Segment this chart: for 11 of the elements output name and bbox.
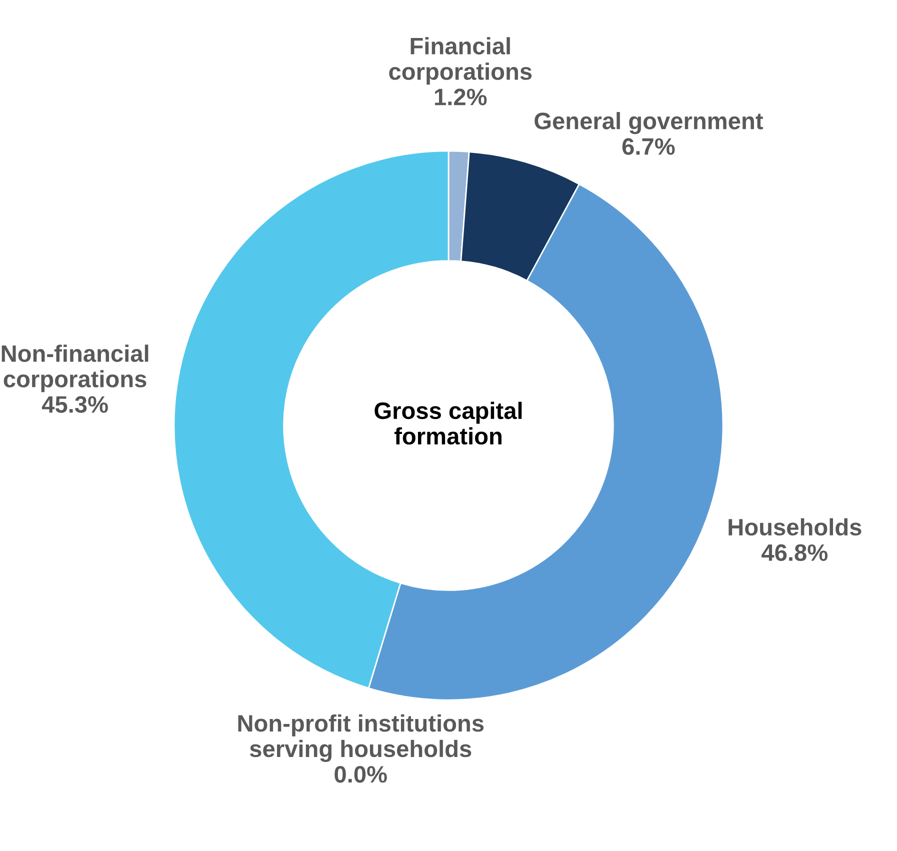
category-label: Non-profit institutions serving households (238, 714, 484, 762)
data-label: 1.2% (434, 88, 487, 106)
slice-label: Households (728, 518, 862, 536)
slice-label: General government (534, 112, 763, 134)
text: Gross capital formation (374, 402, 522, 445)
data-label: 46.8% (762, 544, 828, 561)
slice-label: Financial corporations (389, 37, 532, 85)
slice-label: Non-financial corporations (2, 344, 148, 392)
data-label: 6.7% (622, 138, 675, 155)
data-label: 45.3% (42, 396, 108, 413)
text: 0.0% (334, 766, 387, 783)
